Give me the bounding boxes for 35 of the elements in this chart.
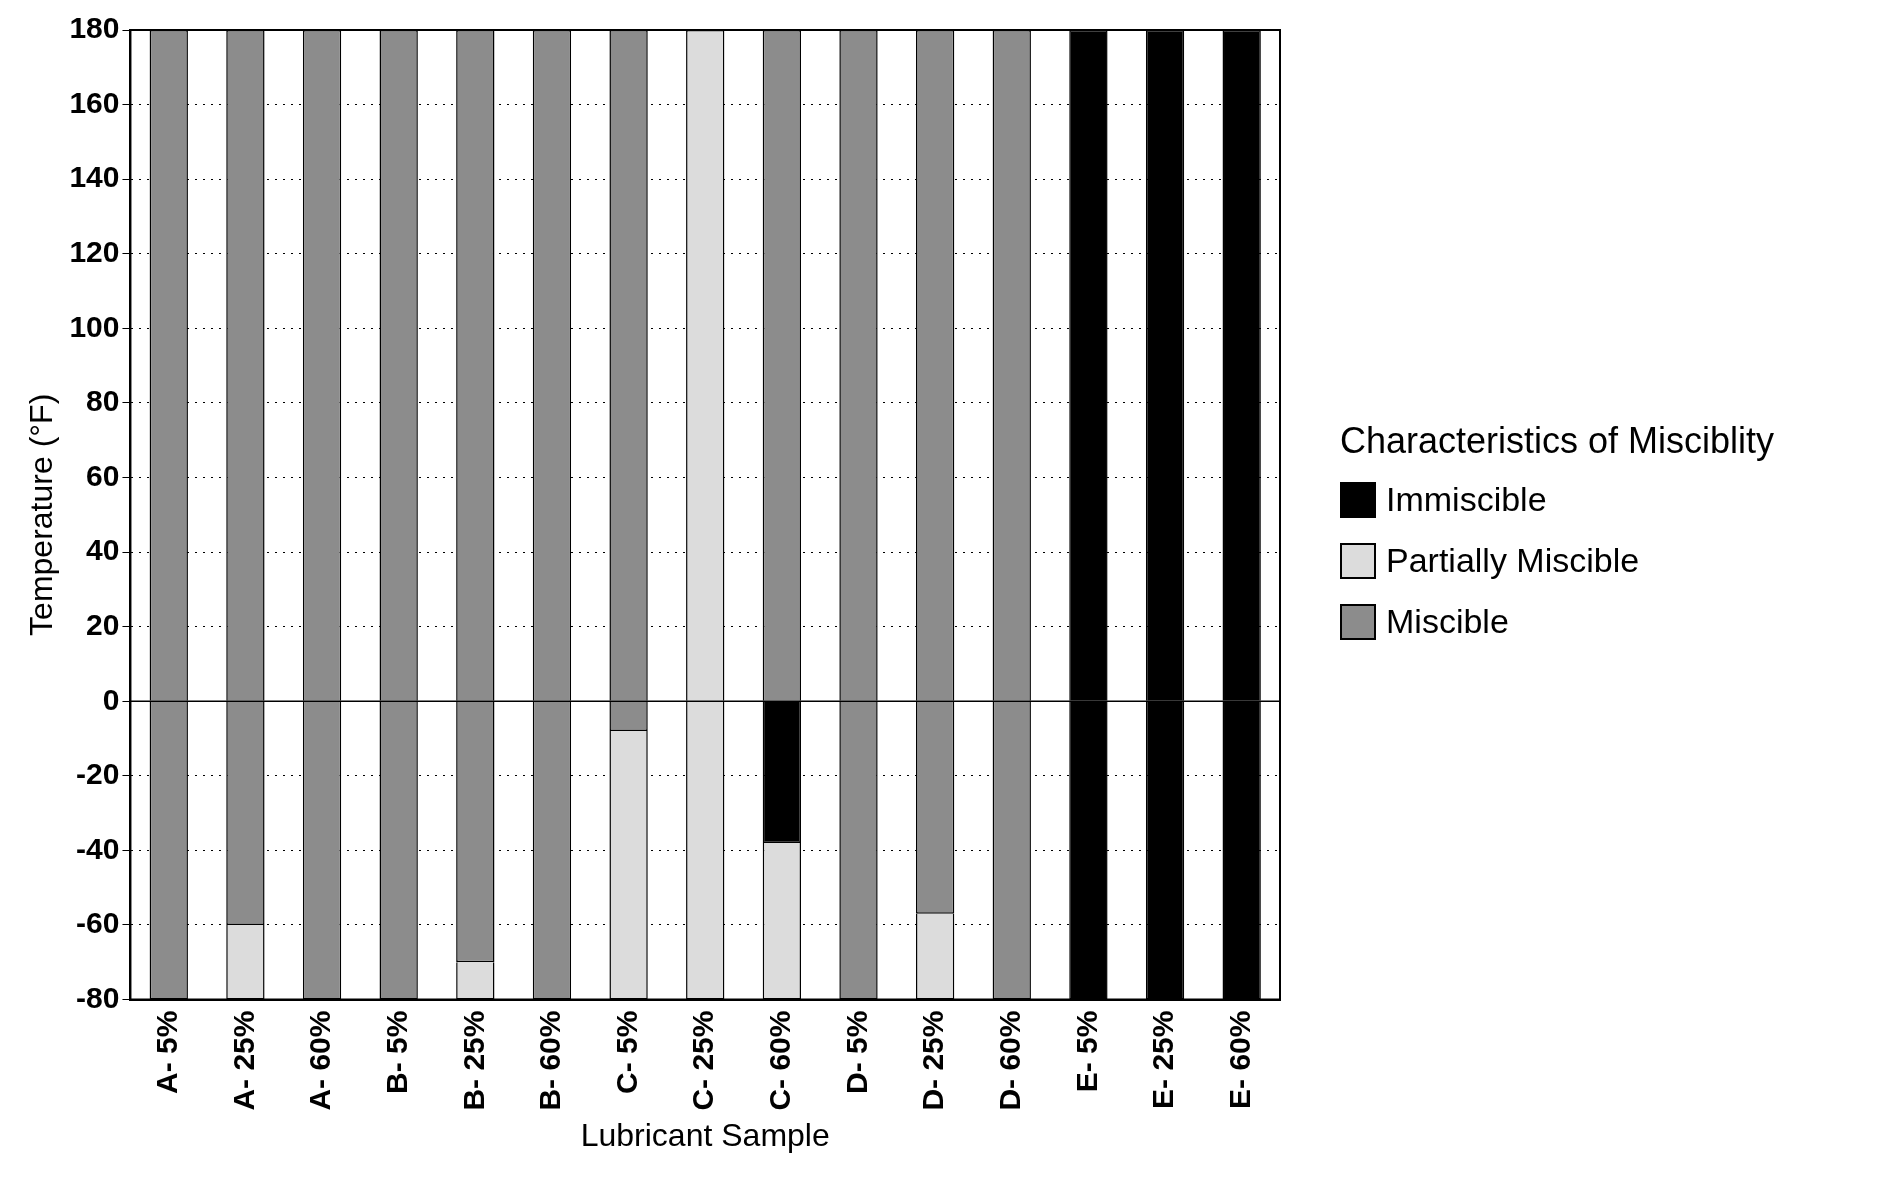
y-tick-label: 120 [69, 235, 120, 269]
legend-label: Partially Miscible [1386, 541, 1640, 580]
x-tick-label: C- 5% [609, 1010, 643, 1094]
y-tick-label: 60 [86, 458, 120, 492]
y-tick-label: 20 [86, 607, 120, 641]
y-tick-label: 100 [69, 309, 120, 343]
y-tick-label: 140 [69, 160, 120, 194]
x-tick-label: D- 60% [993, 1010, 1027, 1111]
y-tick-label: -20 [76, 757, 120, 791]
x-tick-label: B- 25% [456, 1010, 490, 1111]
x-tick-label: E- 5% [1069, 1010, 1103, 1093]
x-tick-label: A- 5% [150, 1010, 184, 1094]
y-axis-title: Temperature (°F) [23, 393, 60, 636]
y-tick-label: -60 [76, 906, 120, 940]
x-axis-title: Lubricant Sample [580, 1116, 830, 1153]
legend-label: Immiscible [1386, 480, 1547, 519]
x-tick-label: E- 25% [1146, 1010, 1180, 1109]
y-tick-label: -80 [76, 980, 120, 1014]
x-tick-label: B- 5% [379, 1010, 413, 1094]
y-tick-label: 160 [69, 85, 120, 119]
legend-label: Miscible [1386, 602, 1509, 641]
y-tick-label: 180 [69, 11, 120, 45]
x-tick-label: E- 60% [1222, 1010, 1256, 1109]
y-tick-label: 0 [102, 682, 120, 716]
x-tick-label: A- 60% [303, 1010, 337, 1111]
y-tick-label: 80 [86, 384, 120, 418]
x-tick-label: A- 25% [226, 1010, 260, 1111]
x-tick-label: D- 25% [916, 1010, 950, 1111]
y-tick-label: 40 [86, 533, 120, 567]
x-tick-label: D- 5% [839, 1010, 873, 1094]
x-tick-label: C- 60% [763, 1010, 797, 1111]
legend-title: Characteristics of Misciblity [1340, 420, 1775, 462]
x-tick-label: C- 25% [686, 1010, 720, 1111]
x-tick-label: B- 60% [533, 1010, 567, 1111]
y-tick-label: -40 [76, 831, 120, 865]
